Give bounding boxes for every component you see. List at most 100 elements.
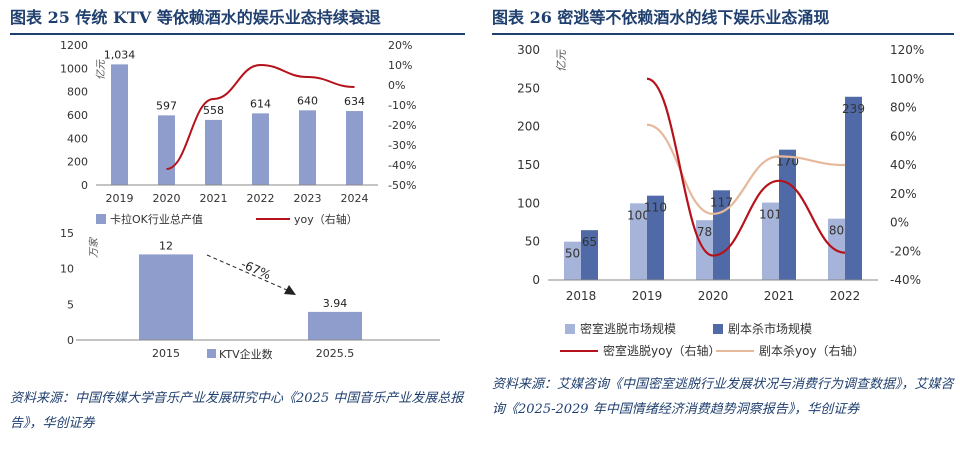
right-panel-title: 图表 26 密逃等不依赖酒水的线下娱乐业态涌现 [492, 8, 830, 27]
right-x-tick-label: 2020 [698, 289, 729, 303]
right-bar-script-murder [779, 149, 796, 280]
right-bar-escape-room [762, 202, 779, 280]
right-y2-tick-label: 0% [890, 216, 909, 230]
left-bottom-y-tick-label: 0 [67, 334, 74, 347]
right-bar-escape-room-value-label: 80 [829, 224, 844, 238]
right-x-tick-label: 2018 [566, 289, 597, 303]
right-y2-tick-label: -40% [890, 273, 921, 287]
left-top-bar-value-label: 634 [344, 95, 365, 108]
right-y-unit-label: 亿元 [555, 49, 568, 72]
right-y2-tick-label: 40% [890, 158, 917, 172]
right-x-tick-label: 2019 [632, 289, 663, 303]
right-bar-escape-room-value-label: 50 [565, 247, 580, 261]
left-top-bar-value-label: 1,034 [104, 48, 136, 61]
left-top-bar-value-label: 614 [250, 97, 271, 110]
right-source-note: 资料来源：艾媒咨询《中国密室逃脱行业发展状况与消费行为调查数据》，艾媒咨询《20… [492, 377, 954, 417]
right-y-tick-label: 150 [517, 158, 540, 172]
left-top-bar [111, 64, 128, 185]
right-bar-script-murder [647, 195, 664, 280]
left-bottom-y-tick-label: 15 [60, 227, 74, 240]
left-bottom-change-annotation: -67% [239, 257, 273, 282]
left-top-legend-swatch-output [96, 214, 106, 224]
left-top-bar-value-label: 640 [297, 94, 318, 107]
left-title-rule [10, 33, 465, 35]
left-top-y-tick-label: 400 [67, 132, 88, 145]
left-bottom-bar [139, 254, 193, 340]
right-y-tick-label: 100 [517, 196, 540, 210]
right-y2-tick-label: 20% [890, 187, 917, 201]
right-escape-room-yoy-line [646, 77, 846, 257]
left-bottom-x-tick-label: 2025.5 [316, 347, 355, 360]
right-title-rule [492, 33, 954, 35]
right-y-tick-label: 200 [517, 120, 540, 134]
left-bottom-bar [308, 311, 362, 340]
left-source-note: 资料来源：中国传媒大学音乐产业发展研究中心《2025 中国音乐产业发展总报告》，… [10, 391, 464, 431]
right-script-murder-yoy-line [646, 123, 846, 215]
left-top-y-unit-label: 亿元 [95, 59, 107, 80]
left-bottom-y-tick-label: 5 [67, 298, 74, 311]
right-y2-tick-label: 100% [890, 72, 924, 86]
left-top-x-tick-label: 2023 [294, 192, 322, 205]
right-y2-tick-label: 80% [890, 101, 917, 115]
right-y-tick-label: 50 [525, 235, 540, 249]
left-top-y2-tick-label: -40% [388, 159, 416, 172]
right-bar-escape-room-value-label: 100 [627, 208, 650, 222]
left-top-bar [205, 119, 222, 185]
left-top-y-tick-label: 0 [81, 179, 88, 192]
right-y-tick-label: 300 [517, 43, 540, 57]
right-bar-script-murder-value-label: 110 [644, 201, 667, 215]
left-top-y2-tick-label: -10% [388, 99, 416, 112]
left-panel-title: 图表 25 传统 KTV 等依赖酒水的娱乐业态持续衰退 [10, 8, 381, 27]
left-top-y2-tick-label: -50% [388, 179, 416, 192]
left-bottom-change-arrow-head [284, 285, 296, 295]
right-bar-escape-room-value-label: 78 [697, 225, 712, 239]
right-x-tick-label: 2021 [764, 289, 795, 303]
left-bottom-legend-label: KTV企业数 [219, 347, 273, 361]
right-legend-label-script-murder-yoy: 剧本杀yoy（右轴） [759, 343, 865, 358]
left-top-y2-tick-label: -30% [388, 139, 416, 152]
right-bar-script-murder-value-label: 239 [842, 102, 865, 116]
right-legend-swatch-escape-room [565, 324, 575, 334]
left-top-yoy-line [166, 63, 355, 170]
left-top-bar-value-label: 558 [203, 104, 224, 117]
right-bar-script-murder [581, 230, 598, 280]
right-bar-script-murder [845, 96, 862, 281]
right-y-tick-label: 250 [517, 81, 540, 95]
right-y2-tick-label: -20% [890, 244, 921, 258]
left-top-y-tick-label: 600 [67, 109, 88, 122]
left-top-y-tick-label: 800 [67, 86, 88, 99]
left-top-bar [158, 115, 175, 185]
right-bar-script-murder-value-label: 65 [582, 235, 597, 249]
left-top-y2-tick-label: -20% [388, 119, 416, 132]
right-y-tick-label: 0 [532, 273, 540, 287]
left-top-x-tick-label: 2024 [341, 192, 369, 205]
right-y2-tick-label: 60% [890, 129, 917, 143]
left-bottom-bar-value-label: 3.94 [323, 297, 348, 310]
left-top-bar [252, 113, 269, 185]
right-legend-label-script-murder: 剧本杀市场规模 [728, 321, 812, 336]
left-top-y2-tick-label: 0% [388, 79, 405, 92]
left-bottom-bar-value-label: 12 [159, 239, 173, 252]
right-bar-escape-room [564, 241, 581, 280]
left-top-y-tick-label: 1200 [60, 39, 88, 52]
left-top-y-tick-label: 1000 [60, 62, 88, 75]
right-y2-tick-label: 120% [890, 43, 924, 57]
left-top-legend-label-yoy: yoy（右轴） [294, 212, 358, 226]
left-bottom-x-tick-label: 2015 [152, 347, 180, 360]
left-top-bar [346, 111, 363, 185]
left-top-y2-tick-label: 20% [388, 39, 412, 52]
left-bottom-y-tick-label: 10 [60, 263, 74, 276]
right-x-tick-label: 2022 [830, 289, 861, 303]
left-top-x-tick-label: 2021 [200, 192, 228, 205]
left-top-x-tick-label: 2019 [106, 192, 134, 205]
left-top-bar-value-label: 597 [156, 99, 177, 112]
left-top-x-tick-label: 2020 [153, 192, 181, 205]
left-top-legend-label-output: 卡拉OK行业总产值 [110, 212, 203, 226]
right-bar-escape-room [630, 203, 647, 280]
left-top-y2-tick-label: 10% [388, 59, 412, 72]
left-top-y-tick-label: 200 [67, 156, 88, 169]
left-bottom-legend-swatch [207, 349, 216, 358]
right-legend-label-escape-room: 密室逃脱市场规模 [580, 321, 676, 336]
left-bottom-y-unit-label: 万家 [88, 236, 100, 258]
